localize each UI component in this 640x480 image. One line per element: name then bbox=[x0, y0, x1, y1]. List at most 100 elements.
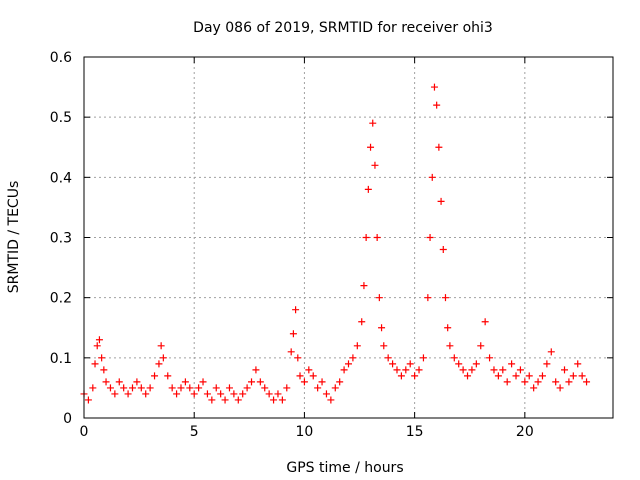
data-point bbox=[494, 372, 502, 380]
data-point bbox=[375, 294, 383, 302]
data-point bbox=[300, 378, 308, 386]
data-point bbox=[525, 372, 533, 380]
data-point bbox=[439, 246, 447, 254]
data-point bbox=[177, 384, 185, 392]
data-point bbox=[358, 318, 366, 326]
data-point bbox=[397, 372, 405, 380]
y-tick-label: 0.3 bbox=[50, 231, 72, 247]
data-point bbox=[124, 390, 132, 398]
data-point bbox=[556, 384, 564, 392]
data-point bbox=[516, 366, 524, 374]
data-point bbox=[190, 390, 198, 398]
data-point bbox=[455, 360, 463, 368]
data-point bbox=[155, 360, 163, 368]
data-point bbox=[294, 354, 302, 362]
chart-title: Day 086 of 2019, SRMTID for receiver ohi… bbox=[193, 20, 493, 36]
data-point bbox=[428, 173, 436, 181]
axis-tick-labels: 0 5 10 15 20 0 0.1 0.2 0.3 0.4 0.5 0.6 bbox=[50, 50, 534, 440]
data-point bbox=[435, 143, 443, 151]
data-point bbox=[583, 378, 591, 386]
data-point bbox=[569, 372, 577, 380]
data-point bbox=[424, 294, 432, 302]
data-point bbox=[530, 384, 538, 392]
data-point bbox=[142, 390, 150, 398]
x-tick-label: 5 bbox=[190, 424, 199, 440]
data-point bbox=[426, 234, 434, 241]
data-point bbox=[100, 366, 108, 374]
data-point bbox=[309, 372, 317, 380]
data-point bbox=[164, 372, 172, 380]
data-point bbox=[464, 372, 472, 380]
data-point bbox=[393, 366, 401, 374]
data-point bbox=[243, 384, 251, 392]
data-point bbox=[239, 390, 247, 398]
data-point bbox=[217, 390, 225, 398]
data-point bbox=[287, 348, 295, 356]
data-point bbox=[292, 306, 300, 314]
data-point bbox=[362, 234, 370, 241]
data-point bbox=[486, 354, 494, 362]
data-point bbox=[547, 348, 555, 356]
data-point bbox=[173, 390, 181, 398]
x-tick-label: 15 bbox=[406, 424, 424, 440]
data-point bbox=[508, 360, 516, 368]
data-point bbox=[578, 372, 586, 380]
data-point bbox=[503, 378, 511, 386]
data-point bbox=[265, 390, 273, 398]
data-point bbox=[481, 318, 489, 326]
y-tick-label: 0.1 bbox=[50, 351, 72, 367]
data-point bbox=[406, 360, 414, 368]
data-point bbox=[477, 342, 485, 350]
data-point bbox=[322, 390, 330, 398]
data-point bbox=[472, 360, 480, 368]
data-point bbox=[157, 342, 165, 350]
data-point bbox=[212, 384, 220, 392]
data-point bbox=[186, 384, 194, 392]
data-point bbox=[543, 360, 551, 368]
y-axis-label: SRMTID / TECUs bbox=[6, 181, 22, 294]
data-point bbox=[538, 372, 546, 380]
x-tick-label: 10 bbox=[296, 424, 314, 440]
data-point bbox=[95, 336, 103, 344]
data-point bbox=[221, 396, 229, 404]
data-point bbox=[384, 354, 392, 362]
data-point bbox=[91, 360, 99, 368]
data-point bbox=[378, 324, 386, 332]
data-point bbox=[561, 366, 569, 374]
data-point bbox=[367, 143, 375, 151]
data-point bbox=[534, 378, 542, 386]
data-point bbox=[331, 384, 339, 392]
data-point bbox=[93, 342, 101, 350]
data-points bbox=[80, 83, 591, 404]
data-point bbox=[133, 378, 141, 386]
grid-lines bbox=[84, 57, 613, 418]
data-point bbox=[261, 384, 269, 392]
data-point bbox=[89, 384, 97, 392]
data-point bbox=[441, 294, 449, 302]
data-point bbox=[146, 384, 154, 392]
data-point bbox=[499, 366, 507, 374]
data-point bbox=[111, 390, 119, 398]
data-point bbox=[256, 378, 264, 386]
data-point bbox=[274, 390, 282, 398]
data-point bbox=[353, 342, 361, 350]
data-point bbox=[459, 366, 467, 374]
data-point bbox=[380, 342, 388, 350]
data-point bbox=[120, 384, 128, 392]
data-point bbox=[234, 396, 242, 404]
x-tick-label: 0 bbox=[80, 424, 89, 440]
data-point bbox=[159, 354, 167, 362]
plot-frame bbox=[83, 56, 614, 419]
data-point bbox=[106, 384, 114, 392]
data-point bbox=[373, 234, 381, 241]
data-point bbox=[115, 378, 123, 386]
data-point bbox=[137, 384, 145, 392]
data-point bbox=[552, 378, 560, 386]
y-tick-label: 0.2 bbox=[50, 291, 72, 307]
data-point bbox=[225, 384, 233, 392]
data-point bbox=[490, 366, 498, 374]
data-point bbox=[565, 378, 573, 386]
data-point bbox=[369, 119, 377, 127]
data-point bbox=[415, 366, 423, 374]
